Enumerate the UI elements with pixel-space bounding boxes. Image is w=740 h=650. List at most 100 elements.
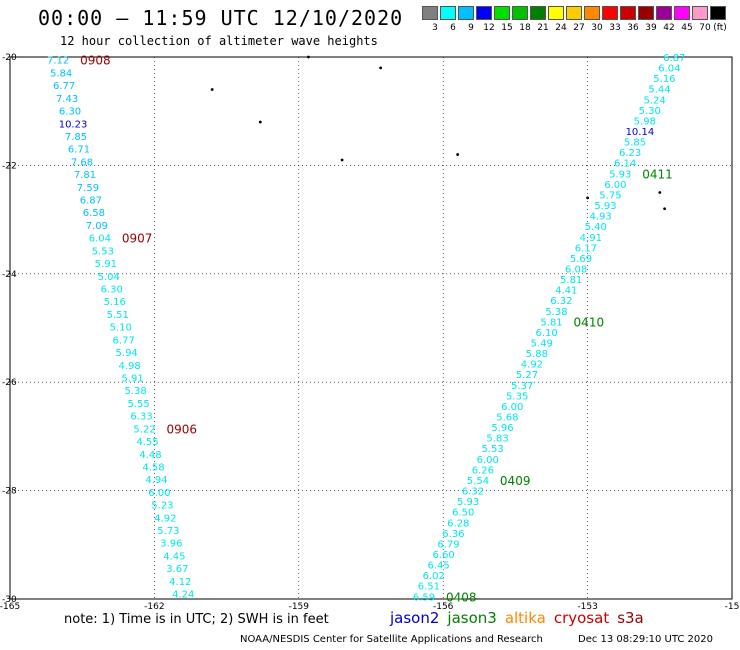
- wave-height-label: 4.55: [136, 437, 158, 448]
- wave-height-label: 4.41: [555, 286, 577, 297]
- satellite-cryosat: cryosat: [553, 609, 610, 627]
- wave-height-label: 5.96: [491, 423, 513, 434]
- wave-height-label: 4.12: [169, 577, 191, 588]
- wave-height-label: 6.02: [423, 571, 445, 582]
- island-dot: [586, 196, 589, 200]
- legend-label: 39: [645, 23, 657, 33]
- wave-height-label: 5.22: [133, 424, 155, 435]
- wave-height-label: 5.91: [95, 259, 117, 270]
- credit-line: NOAA/NESDIS Center for Satellite Applica…: [240, 634, 543, 645]
- wave-height-label: 7.59: [77, 183, 99, 194]
- wave-height-label: 5.93: [457, 497, 479, 508]
- wave-height-label: 6.36: [442, 529, 464, 540]
- wave-height-label: 5.84: [50, 68, 72, 79]
- island-dot: [658, 191, 662, 194]
- wave-height-label: 4.45: [163, 551, 185, 562]
- wave-height-label: 5.98: [634, 116, 656, 127]
- island-dot: [379, 66, 383, 70]
- wave-height-label: 10.23: [59, 119, 88, 130]
- legend-swatch: [638, 6, 654, 20]
- wave-height-label: 6.00: [501, 402, 523, 413]
- wave-height-label: 4.93: [589, 212, 611, 223]
- wave-height-label: 5.51: [107, 310, 129, 321]
- legend-swatch: [620, 6, 636, 20]
- legend-swatch: [530, 6, 546, 20]
- lon-tick-label: -153: [577, 602, 597, 612]
- wave-height-label: 6.33: [130, 412, 152, 423]
- wave-height-label: 4.58: [142, 462, 164, 473]
- legend-label: 24: [555, 23, 567, 33]
- wave-height-label: 5.68: [496, 413, 518, 424]
- legend-swatch: [440, 6, 456, 20]
- wave-height-label: 4.24: [172, 590, 194, 601]
- pass-time-label: 0908: [80, 54, 111, 68]
- map-subtitle: 12 hour collection of altimeter wave hei…: [60, 34, 378, 48]
- wave-height-label: 4.48: [139, 450, 161, 461]
- wave-height-label: 7.12: [47, 56, 69, 67]
- wave-height-label: 5.69: [570, 254, 592, 265]
- lon-tick-label: -159: [289, 602, 310, 612]
- wave-height-label: 5.38: [124, 386, 146, 397]
- lat-tick-label: -30: [2, 595, 17, 605]
- legend-label: 36: [627, 23, 639, 33]
- generation-timestamp: Dec 13 08:29:10 UTC 2020: [578, 634, 713, 645]
- legend-label: 27: [573, 23, 585, 33]
- lat-tick-label: -20: [2, 53, 17, 63]
- legend-label: 18: [519, 23, 531, 33]
- wave-height-label: 6.00: [477, 455, 499, 466]
- legend-swatch: [422, 6, 438, 20]
- wave-height-label: 6.32: [462, 487, 484, 498]
- pass-time-label: 0410: [574, 315, 605, 329]
- map-frame: [9, 56, 733, 600]
- legend-label: 70: [699, 23, 711, 33]
- wave-height-label: 7.68: [71, 157, 93, 168]
- footer-note: note: 1) Time is in UTC; 2) SWH is in fe…: [64, 612, 329, 627]
- wave-height-label: 5.93: [609, 169, 631, 180]
- lat-tick-label: -28: [2, 487, 17, 497]
- wave-height-label: 6.10: [536, 328, 558, 339]
- wave-height-label: 4.91: [580, 233, 602, 244]
- wave-height-label: 5.44: [648, 85, 670, 96]
- legend-swatch: [710, 6, 726, 20]
- wave-height-label: 5.10: [110, 323, 132, 334]
- wave-height-label: 6.87: [663, 53, 685, 64]
- wave-height-label: 5.88: [526, 349, 548, 360]
- legend-label: 12: [483, 23, 495, 33]
- legend-label: 33: [609, 23, 621, 33]
- wave-height-label: 3.96: [160, 539, 182, 550]
- wave-height-label: 6.77: [113, 335, 135, 346]
- legend-swatch: [476, 6, 492, 20]
- wave-height-label: 5.53: [482, 444, 504, 455]
- island-dot: [340, 158, 344, 162]
- wave-height-label: 5.16: [653, 74, 675, 85]
- wave-height-label: 5.85: [624, 138, 646, 149]
- island-dot: [456, 153, 460, 156]
- wave-height-label: 5.73: [157, 526, 179, 537]
- wave-height-label: 6.50: [452, 508, 474, 519]
- wave-height-label: 6.45: [428, 561, 450, 572]
- wave-height-label: 4.94: [145, 475, 167, 486]
- satellite-s3a: s3a: [617, 609, 644, 627]
- pass-time-label: 0408: [446, 590, 477, 604]
- wave-height-label: 6.32: [550, 296, 572, 307]
- lat-tick-label: -24: [2, 270, 17, 280]
- legend-label: 21: [537, 23, 549, 33]
- wave-height-label: 6.26: [472, 465, 494, 476]
- legend-label: 3: [432, 23, 438, 33]
- wave-height-label: 6.51: [418, 582, 440, 593]
- lat-tick-label: -26: [2, 378, 17, 388]
- lon-tick-label: -162: [144, 602, 164, 612]
- wave-height-label: 6.30: [101, 285, 123, 296]
- wave-height-label: 5.75: [599, 190, 621, 201]
- wave-height-label: 3.67: [166, 564, 188, 575]
- island-dot: [258, 120, 262, 124]
- legend-swatch: [458, 6, 474, 20]
- wave-height-label: 5.81: [540, 317, 562, 328]
- wave-height-label: 6.87: [80, 196, 102, 207]
- wave-height-label: 5.91: [121, 373, 143, 384]
- wave-height-label: 5.24: [643, 95, 665, 106]
- wave-height-label: 5.23: [151, 501, 173, 512]
- wave-height-label: 6.00: [148, 488, 170, 499]
- legend-label: 45: [681, 23, 693, 33]
- wave-height-label: 6.60: [432, 550, 454, 561]
